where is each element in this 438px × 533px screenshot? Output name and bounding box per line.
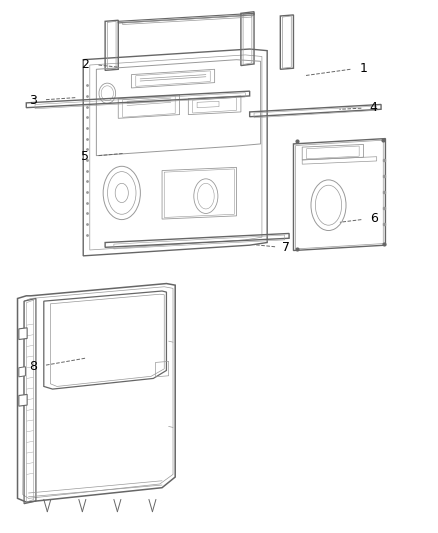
Text: 3: 3 [29, 94, 37, 107]
Text: 7: 7 [282, 241, 290, 254]
Text: 6: 6 [370, 212, 378, 225]
Text: 4: 4 [370, 101, 378, 114]
Text: 8: 8 [29, 360, 37, 373]
Text: 1: 1 [360, 62, 367, 75]
Text: 2: 2 [81, 58, 89, 71]
Text: 5: 5 [81, 150, 89, 163]
Polygon shape [19, 394, 27, 406]
Polygon shape [19, 367, 25, 377]
Polygon shape [19, 328, 27, 340]
